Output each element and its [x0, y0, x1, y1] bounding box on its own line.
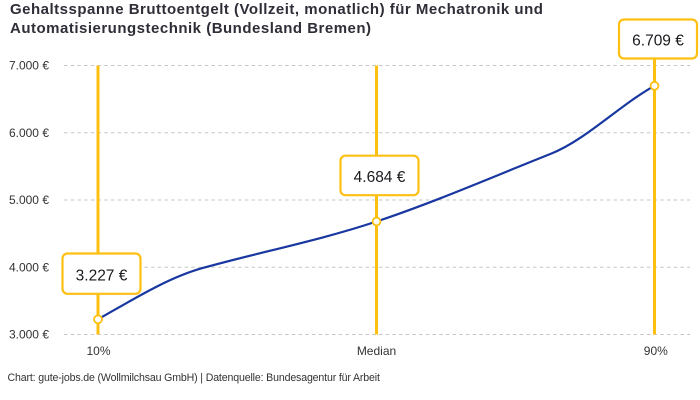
- svg-text:10%: 10%: [86, 344, 110, 358]
- svg-text:4.000 €: 4.000 €: [9, 260, 49, 274]
- svg-text:4.684 €: 4.684 €: [354, 169, 406, 186]
- svg-text:3.000 €: 3.000 €: [9, 328, 49, 342]
- svg-text:Median: Median: [357, 344, 396, 358]
- svg-text:90%: 90%: [644, 344, 668, 358]
- svg-text:3.227 €: 3.227 €: [76, 267, 128, 284]
- svg-text:7.000 €: 7.000 €: [9, 59, 49, 73]
- svg-text:5.000 €: 5.000 €: [9, 193, 49, 207]
- svg-text:6.000 €: 6.000 €: [9, 126, 49, 140]
- svg-text:6.709 €: 6.709 €: [632, 33, 684, 50]
